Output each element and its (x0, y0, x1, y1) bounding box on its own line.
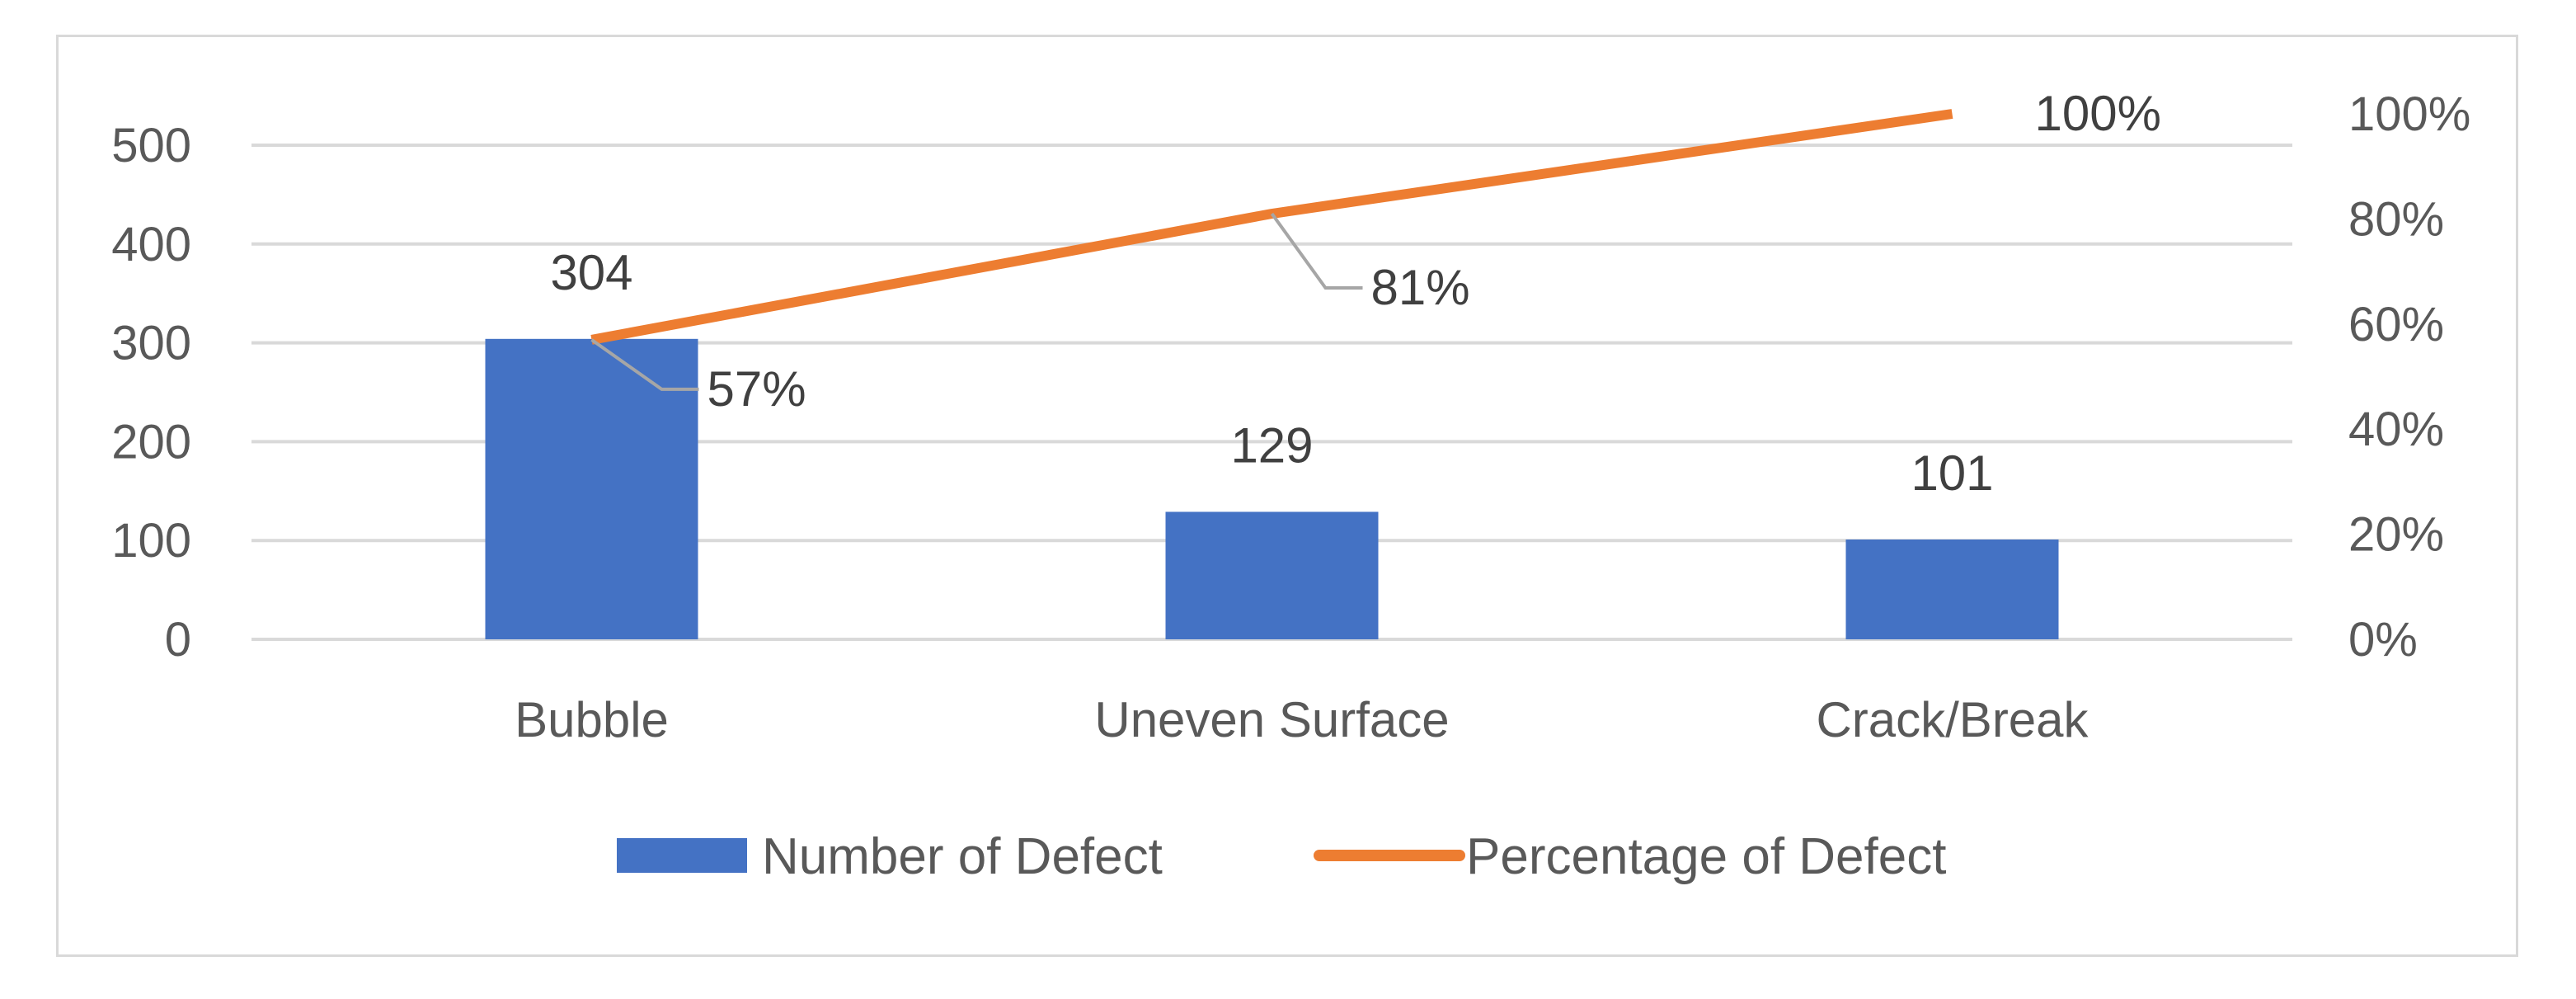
line-data-label: 100% (2035, 86, 2161, 141)
left-tick-label: 0 (165, 613, 191, 667)
right-tick-label: 20% (2348, 508, 2444, 562)
right-tick-label: 80% (2348, 192, 2444, 246)
right-tick-label: 60% (2348, 298, 2444, 351)
category-label: Crack/Break (1816, 692, 2089, 747)
category-axis: Bubble Uneven Surface Crack/Break (515, 692, 2089, 747)
category-label: Uneven Surface (1094, 692, 1449, 747)
left-tick-label: 100 (111, 514, 191, 568)
chart-frame (56, 35, 2518, 957)
bar (1165, 511, 1379, 639)
leader-line (1270, 212, 1363, 290)
leader-line (590, 338, 699, 391)
legend: Number of Defect Percentage of Defect (617, 828, 1946, 885)
line-series (590, 109, 1953, 345)
right-axis: 0% 20% 40% 60% 80% 100% (2348, 87, 2470, 667)
left-tick-label: 400 (111, 218, 191, 271)
data-labels: 304 129 101 57% 81% 100% (550, 86, 2161, 501)
right-tick-label: 40% (2348, 403, 2444, 456)
bar (485, 338, 698, 639)
bar (1845, 540, 2059, 639)
category-label: Bubble (515, 692, 669, 747)
right-tick-label: 0% (2348, 613, 2418, 667)
right-tick-label: 100% (2348, 87, 2470, 141)
line-data-label: 81% (1371, 260, 1470, 315)
legend-bar-swatch (617, 838, 747, 873)
percentage-line (590, 109, 1953, 345)
legend-line-label: Percentage of Defect (1466, 828, 1946, 885)
left-tick-label: 500 (111, 119, 191, 172)
left-tick-label: 200 (111, 415, 191, 469)
left-tick-label: 300 (111, 317, 191, 370)
bar-data-label: 129 (1230, 417, 1313, 473)
bar-data-label: 101 (1911, 445, 1993, 501)
legend-bar-label: Number of Defect (762, 828, 1163, 885)
line-data-label: 57% (707, 361, 806, 417)
bar-data-label: 304 (550, 245, 632, 300)
left-axis: 0 100 200 300 400 500 (111, 119, 191, 667)
